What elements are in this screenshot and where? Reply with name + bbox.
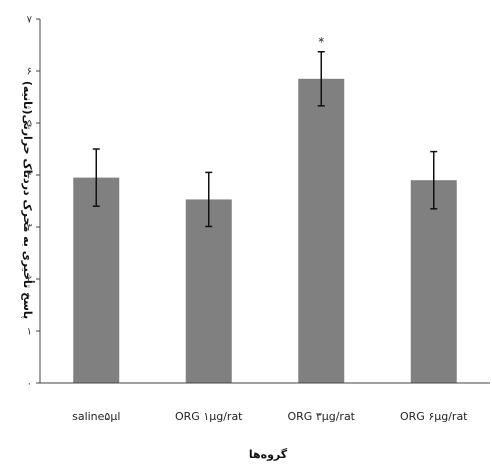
error-bars: * xyxy=(93,35,438,227)
bars xyxy=(73,79,457,383)
x-category-label: ORG ۶µg/rat xyxy=(400,410,468,423)
x-category-label: saline۵µl xyxy=(72,410,120,423)
y-axis-title: پاسخ تأخیری به محرک دردناک حرارتی(ثانیه) xyxy=(21,81,35,319)
x-axis-title: گروه‌ها xyxy=(249,448,288,461)
bar xyxy=(298,79,344,383)
x-axis-labels: saline۵µl ORG ۱µg/rat ORG ۳µg/rat ORG ۶µg/r… xyxy=(72,410,468,423)
x-category-label: ORG ۳µg/rat xyxy=(288,410,356,423)
y-tick-label: ۷ xyxy=(27,15,33,26)
bar xyxy=(411,180,457,383)
bar xyxy=(73,178,119,383)
y-tick-label: ۱ xyxy=(27,327,32,338)
significance-marker: * xyxy=(318,35,324,49)
x-category-label: ORG ۱µg/rat xyxy=(175,410,243,423)
y-tick-label: ۰ xyxy=(27,379,32,390)
y-tick-label: ۶ xyxy=(27,67,32,78)
